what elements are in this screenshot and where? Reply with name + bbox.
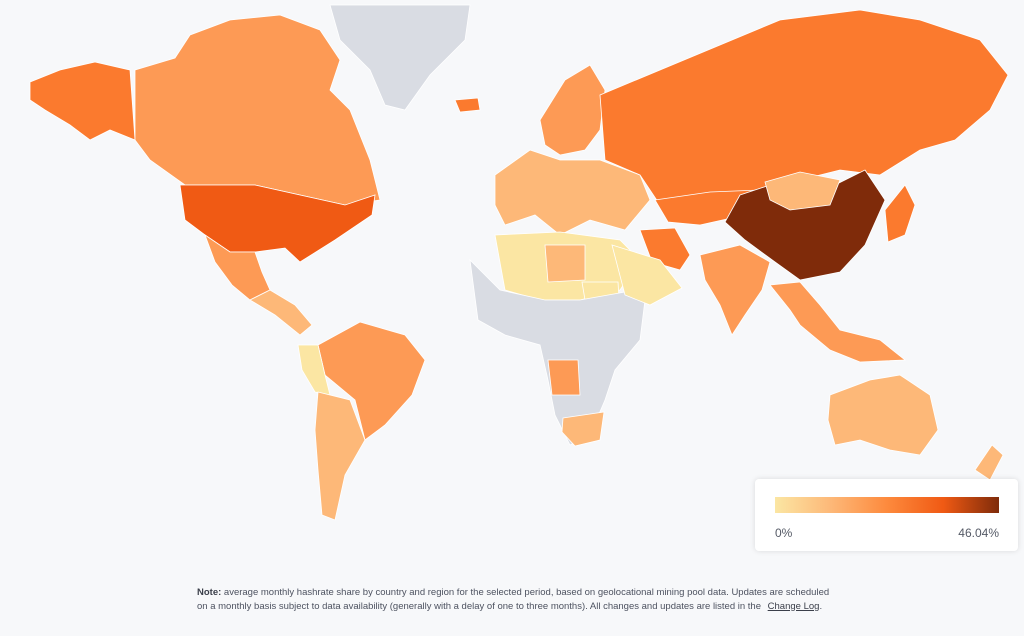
region-libya[interactable] xyxy=(544,244,586,283)
region-brazil[interactable] xyxy=(317,321,426,441)
map-legend: 0% 46.04% xyxy=(755,479,1018,551)
region-iceland[interactable] xyxy=(454,97,481,113)
world-map[interactable] xyxy=(0,0,1024,560)
region-japan[interactable] xyxy=(884,184,916,243)
region-new-zealand[interactable] xyxy=(974,444,1004,481)
region-mongolia[interactable] xyxy=(764,171,841,211)
region-arabian-peninsula[interactable] xyxy=(611,244,683,306)
region-africa-no-data-[interactable] xyxy=(469,258,646,446)
legend-color-scale xyxy=(775,497,999,513)
note-text: average monthly hashrate share by countr… xyxy=(197,587,830,612)
region-argentina[interactable] xyxy=(314,391,366,521)
region-south-africa[interactable] xyxy=(561,411,605,447)
region-central-america[interactable] xyxy=(249,289,313,336)
legend-min-label: 0% xyxy=(775,526,793,540)
region-angola[interactable] xyxy=(547,359,581,396)
footnote: Note: average monthly hashrate share by … xyxy=(197,586,837,613)
region-europe[interactable] xyxy=(494,149,651,236)
region-india[interactable] xyxy=(699,244,771,336)
change-log-link[interactable]: Change Log xyxy=(767,600,820,612)
region-canada[interactable] xyxy=(134,14,381,206)
note-end: . xyxy=(819,600,823,612)
note-label: Note: xyxy=(197,587,222,598)
region-southeast-asia[interactable] xyxy=(769,281,907,363)
region-alaska[interactable] xyxy=(29,61,136,141)
map-regions xyxy=(29,4,1009,521)
region-scandinavia[interactable] xyxy=(539,64,606,156)
region-australia[interactable] xyxy=(827,374,939,456)
region-greenland[interactable] xyxy=(329,4,471,111)
legend-max-label: 46.04% xyxy=(958,526,999,540)
